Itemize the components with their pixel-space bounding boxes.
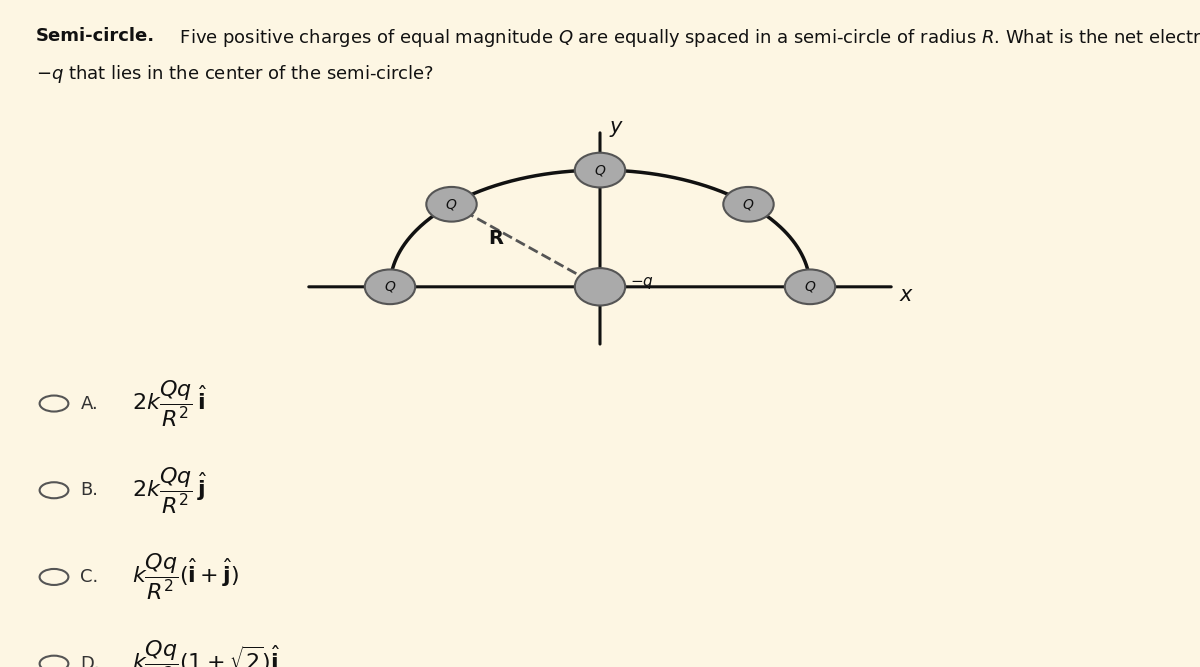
Ellipse shape (724, 187, 774, 221)
Ellipse shape (785, 269, 835, 304)
Text: D.: D. (80, 655, 100, 667)
Text: R: R (488, 229, 503, 248)
Text: $-q$ that lies in the center of the semi-circle?: $-q$ that lies in the center of the semi… (36, 63, 434, 85)
Text: $2k\dfrac{Qq}{R^2}\,\hat{\mathbf{j}}$: $2k\dfrac{Qq}{R^2}\,\hat{\mathbf{j}}$ (132, 465, 206, 516)
Text: $Q$: $Q$ (743, 197, 755, 212)
Text: $k\dfrac{Qq}{R^2}(1 + \sqrt{2})\hat{\mathbf{j}}$: $k\dfrac{Qq}{R^2}(1 + \sqrt{2})\hat{\mat… (132, 638, 281, 667)
Text: $Q$: $Q$ (384, 279, 396, 294)
Ellipse shape (365, 269, 415, 304)
Text: Five positive charges of equal magnitude $Q$ are equally spaced in a semi-circle: Five positive charges of equal magnitude… (174, 27, 1200, 49)
Ellipse shape (575, 153, 625, 187)
Text: $2k\dfrac{Qq}{R^2}\,\hat{\mathbf{i}}$: $2k\dfrac{Qq}{R^2}\,\hat{\mathbf{i}}$ (132, 378, 206, 429)
Text: B.: B. (80, 482, 98, 499)
Text: $Q$: $Q$ (445, 197, 457, 212)
Text: x: x (900, 285, 912, 305)
Text: $k\dfrac{Qq}{R^2}(\hat{\mathbf{i}} + \hat{\mathbf{j}})$: $k\dfrac{Qq}{R^2}(\hat{\mathbf{i}} + \ha… (132, 552, 239, 602)
Text: $-q$: $-q$ (630, 275, 654, 291)
Text: $Q$: $Q$ (804, 279, 816, 294)
Text: $Q$: $Q$ (594, 163, 606, 177)
Text: Semi-circle.: Semi-circle. (36, 27, 155, 45)
Ellipse shape (426, 187, 476, 221)
Text: C.: C. (80, 568, 98, 586)
Text: y: y (610, 117, 622, 137)
Text: A.: A. (80, 395, 98, 412)
Ellipse shape (575, 268, 625, 305)
